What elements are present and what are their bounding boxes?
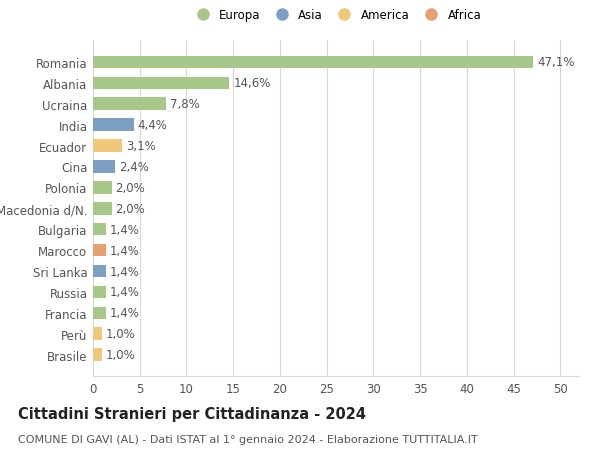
Text: 2,0%: 2,0% [115, 181, 145, 195]
Bar [93, 328, 103, 340]
Bar [93, 244, 106, 257]
Bar [93, 224, 106, 236]
Text: 1,4%: 1,4% [110, 307, 140, 319]
Text: 2,0%: 2,0% [115, 202, 145, 215]
Text: 1,4%: 1,4% [110, 223, 140, 236]
Text: 1,4%: 1,4% [110, 286, 140, 299]
Bar [93, 98, 166, 111]
Text: 1,4%: 1,4% [110, 244, 140, 257]
Bar [93, 140, 122, 152]
Bar [93, 307, 106, 319]
Text: 1,4%: 1,4% [110, 265, 140, 278]
Bar [93, 56, 533, 69]
Text: 1,0%: 1,0% [106, 348, 136, 361]
Bar [93, 265, 106, 278]
Text: 47,1%: 47,1% [537, 56, 574, 69]
Legend: Europa, Asia, America, Africa: Europa, Asia, America, Africa [191, 9, 481, 22]
Text: 7,8%: 7,8% [170, 98, 199, 111]
Bar [93, 182, 112, 194]
Text: Cittadini Stranieri per Cittadinanza - 2024: Cittadini Stranieri per Cittadinanza - 2… [18, 406, 366, 421]
Text: 4,4%: 4,4% [138, 119, 168, 132]
Text: 2,4%: 2,4% [119, 161, 149, 174]
Text: 3,1%: 3,1% [126, 140, 155, 153]
Bar [93, 202, 112, 215]
Bar [93, 349, 103, 361]
Bar [93, 78, 229, 90]
Text: COMUNE DI GAVI (AL) - Dati ISTAT al 1° gennaio 2024 - Elaborazione TUTTITALIA.IT: COMUNE DI GAVI (AL) - Dati ISTAT al 1° g… [18, 434, 478, 444]
Bar [93, 161, 115, 174]
Text: 14,6%: 14,6% [233, 77, 271, 90]
Bar [93, 119, 134, 132]
Bar [93, 286, 106, 298]
Text: 1,0%: 1,0% [106, 328, 136, 341]
